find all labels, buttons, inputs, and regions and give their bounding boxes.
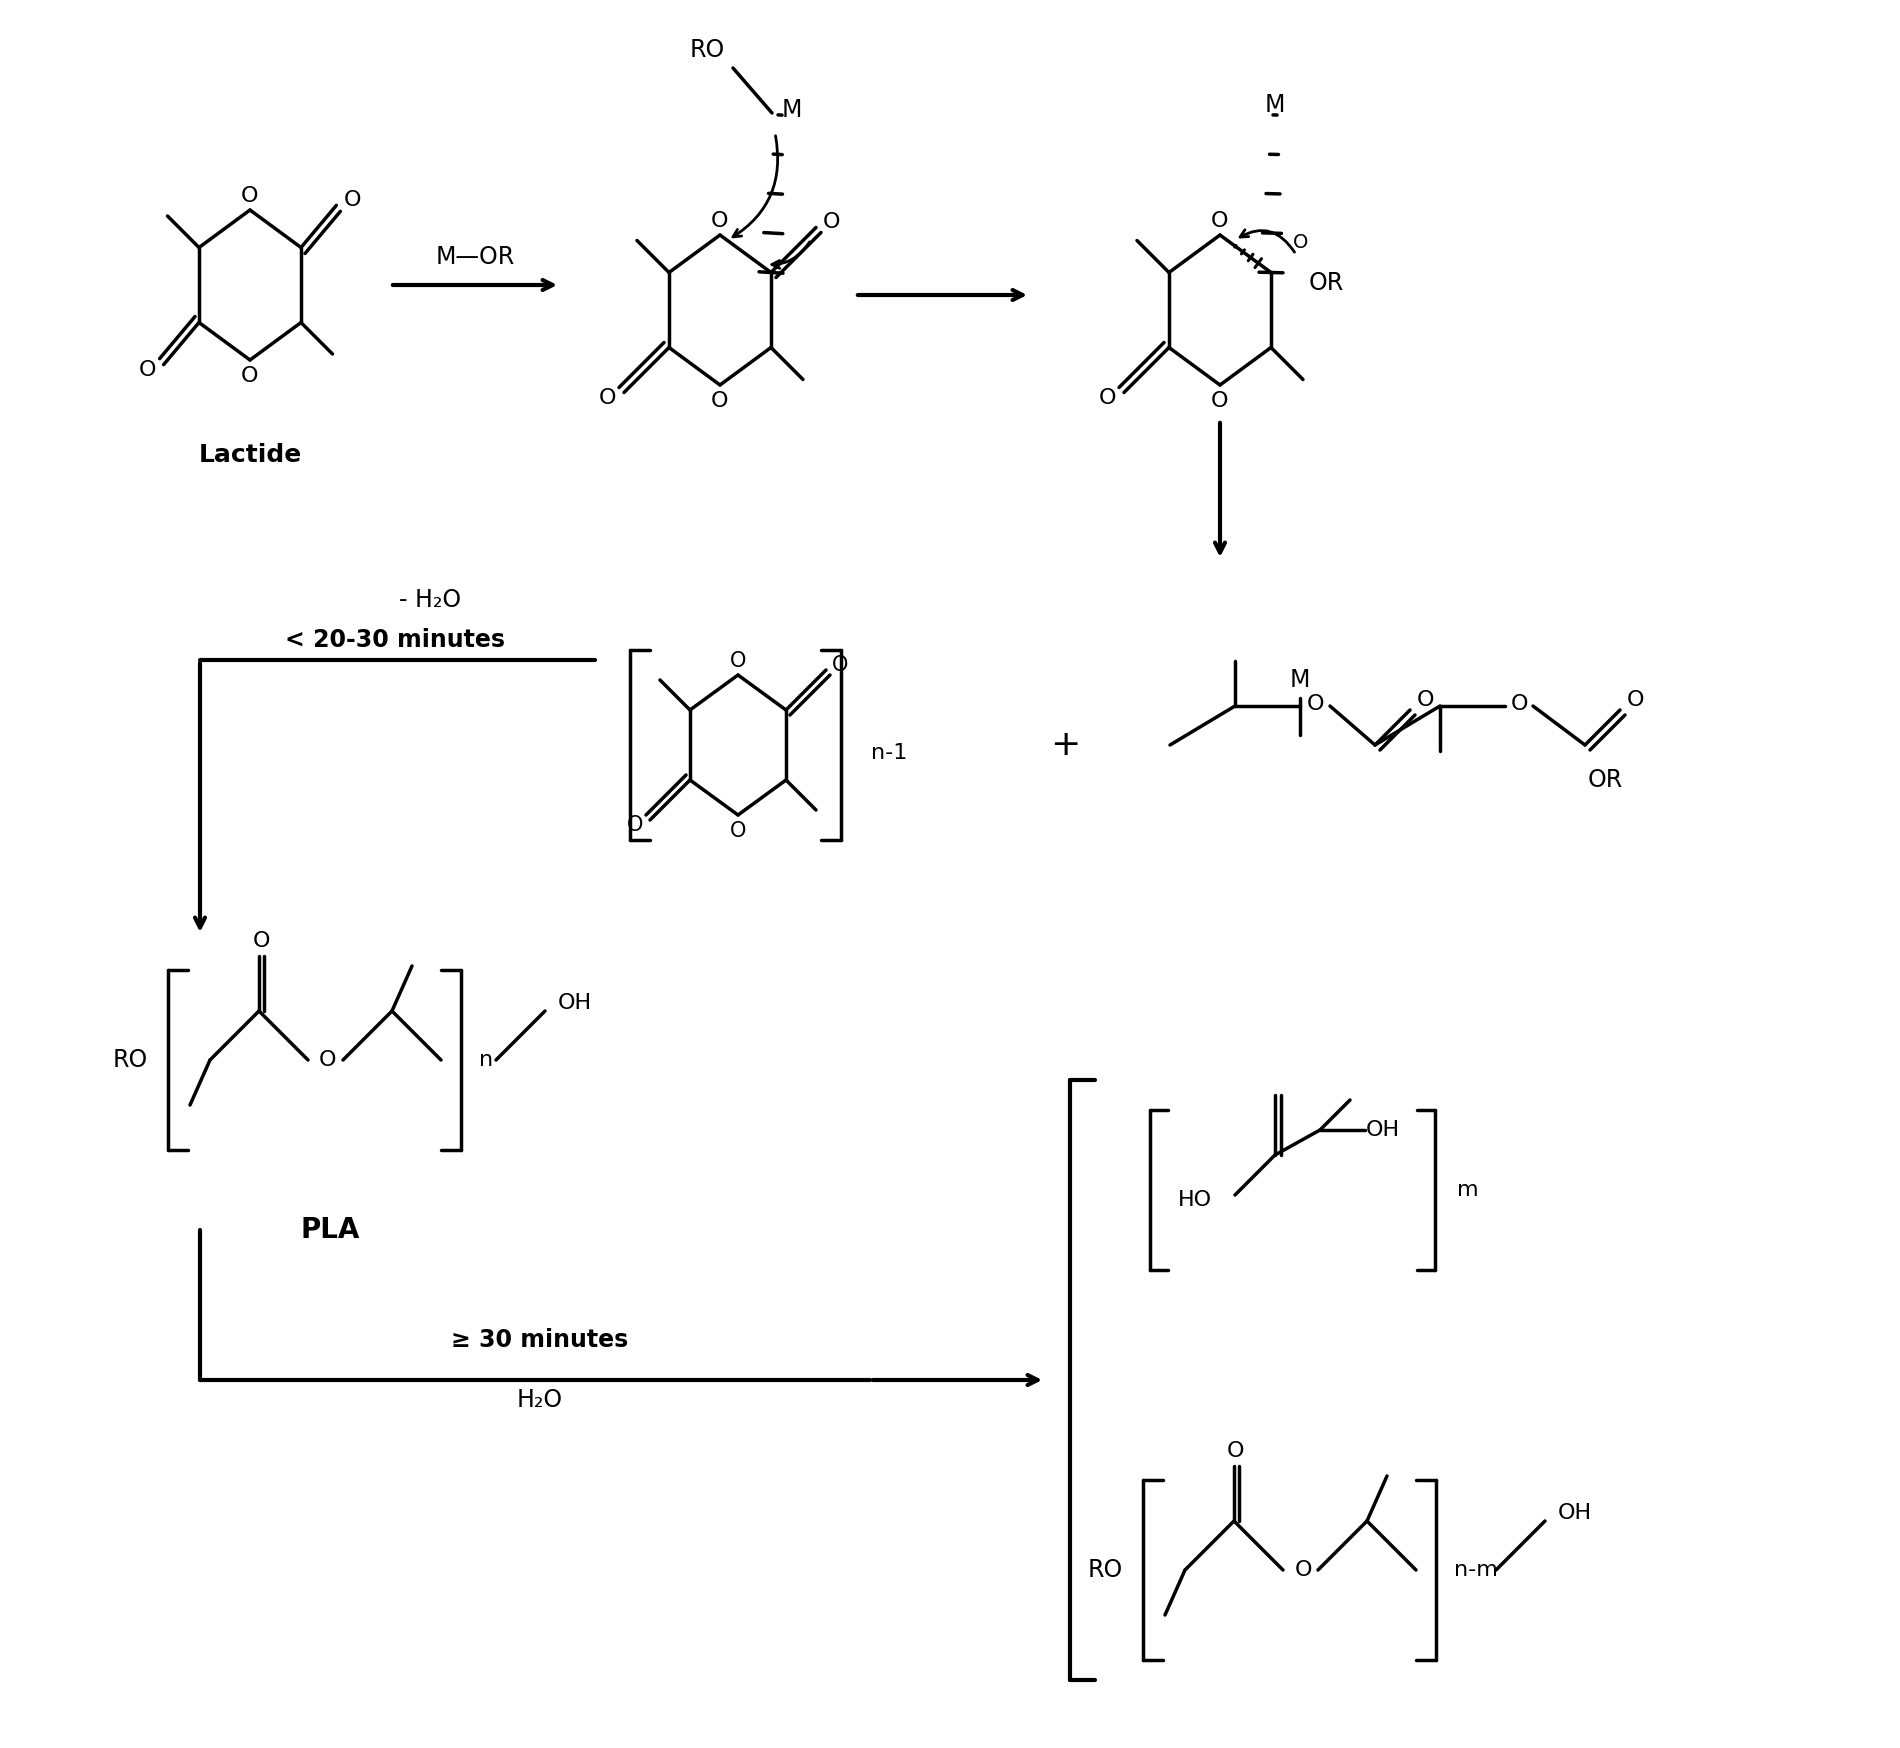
Text: O: O — [241, 365, 258, 386]
Text: - H₂O: - H₂O — [399, 587, 462, 612]
Text: O: O — [319, 1051, 336, 1070]
Text: n: n — [479, 1051, 494, 1070]
Text: O: O — [253, 932, 270, 951]
Text: O: O — [1212, 392, 1229, 411]
Text: O: O — [344, 191, 361, 210]
Text: < 20-30 minutes: < 20-30 minutes — [285, 628, 505, 652]
Text: M—OR: M—OR — [435, 245, 515, 269]
Text: O: O — [730, 822, 747, 841]
Text: n-m: n-m — [1454, 1559, 1497, 1580]
Text: +: + — [1051, 727, 1081, 762]
Text: O: O — [1100, 388, 1117, 407]
Text: M: M — [1265, 93, 1284, 117]
FancyArrowPatch shape — [771, 241, 809, 269]
Text: HO: HO — [1178, 1190, 1212, 1210]
Text: OR: OR — [1309, 271, 1343, 294]
Text: O: O — [730, 650, 747, 671]
Text: m: m — [1457, 1180, 1478, 1199]
Text: O: O — [1626, 690, 1643, 710]
Text: O: O — [823, 213, 840, 232]
Text: OH: OH — [1558, 1503, 1592, 1523]
Text: PLA: PLA — [300, 1217, 359, 1245]
Text: OH: OH — [1366, 1120, 1400, 1140]
Text: O: O — [139, 360, 156, 379]
Text: n-1: n-1 — [870, 743, 908, 762]
Text: OR: OR — [1586, 767, 1623, 792]
Text: O: O — [1416, 690, 1434, 710]
FancyArrowPatch shape — [1241, 229, 1294, 252]
Text: O: O — [711, 392, 730, 411]
Text: RO: RO — [690, 38, 724, 61]
Text: Lactide: Lactide — [198, 442, 302, 467]
Text: RO: RO — [1087, 1557, 1123, 1582]
Text: O: O — [1307, 694, 1324, 713]
Text: O: O — [1294, 1559, 1311, 1580]
Text: RO: RO — [112, 1049, 148, 1072]
Text: OH: OH — [559, 993, 593, 1014]
Text: O: O — [1212, 212, 1229, 231]
Text: M: M — [1290, 668, 1311, 692]
Text: O: O — [1227, 1440, 1244, 1461]
Text: O: O — [627, 815, 644, 836]
Text: ≥ 30 minutes: ≥ 30 minutes — [452, 1328, 629, 1351]
Text: O: O — [832, 656, 847, 675]
Text: O: O — [1294, 232, 1309, 252]
Text: O: O — [241, 185, 258, 206]
Text: M: M — [781, 98, 802, 122]
Text: H₂O: H₂O — [517, 1388, 562, 1412]
Text: O: O — [1510, 694, 1530, 713]
Text: O: O — [598, 388, 618, 407]
Text: O: O — [711, 212, 730, 231]
FancyArrowPatch shape — [733, 136, 777, 238]
